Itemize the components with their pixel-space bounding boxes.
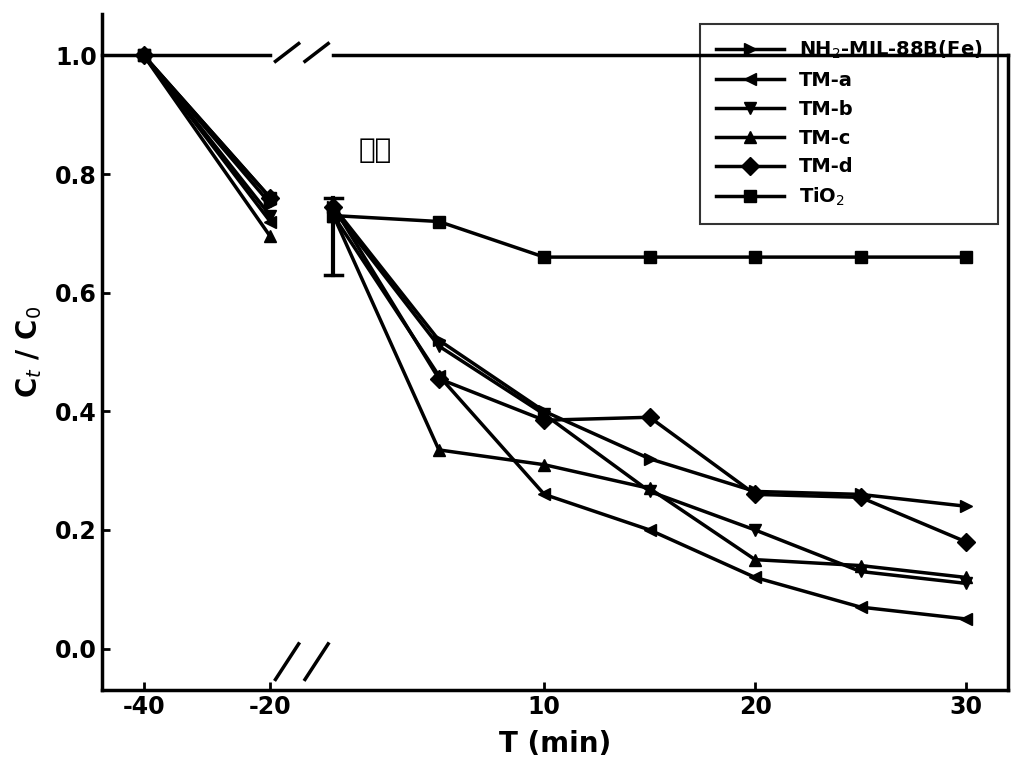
TM-a <box>432 371 445 381</box>
TM-b <box>960 579 972 588</box>
TiO$_2$ <box>539 252 551 262</box>
TM-c <box>644 484 656 493</box>
TM-c <box>539 460 551 469</box>
TiO$_2$ <box>432 217 445 226</box>
TiO$_2$ <box>644 252 656 262</box>
TM-a <box>644 525 656 534</box>
TM-c <box>749 555 761 564</box>
Line: TM-b: TM-b <box>327 203 972 590</box>
TM-a <box>854 602 867 611</box>
NH$_2$-MIL-88B(Fe) <box>644 454 656 463</box>
TiO$_2$ <box>749 252 761 262</box>
TM-c <box>432 445 445 455</box>
Bar <box>270 41 333 59</box>
TM-b <box>539 410 551 419</box>
TM-d <box>539 415 551 425</box>
NH$_2$-MIL-88B(Fe) <box>432 336 445 345</box>
Y-axis label: C$_t$ / C$_0$: C$_t$ / C$_0$ <box>14 306 44 398</box>
X-axis label: T (min): T (min) <box>499 730 611 758</box>
Text: 光照: 光照 <box>359 137 392 164</box>
TM-b <box>749 525 761 534</box>
NH$_2$-MIL-88B(Fe) <box>854 489 867 499</box>
TiO$_2$ <box>327 211 339 220</box>
Bar <box>270 648 333 681</box>
Legend: NH$_2$-MIL-88B(Fe), TM-a, TM-b, TM-c, TM-d, TiO$_2$: NH$_2$-MIL-88B(Fe), TM-a, TM-b, TM-c, TM… <box>700 24 998 224</box>
Line: NH$_2$-MIL-88B(Fe): NH$_2$-MIL-88B(Fe) <box>327 201 972 513</box>
TM-d <box>432 374 445 384</box>
Line: TM-d: TM-d <box>327 201 972 548</box>
TM-d <box>749 489 761 499</box>
TM-a <box>327 211 339 220</box>
TM-b <box>432 341 445 350</box>
Line: TM-a: TM-a <box>327 209 972 625</box>
TM-d <box>644 413 656 422</box>
NH$_2$-MIL-88B(Fe) <box>327 202 339 212</box>
TM-d <box>854 493 867 502</box>
NH$_2$-MIL-88B(Fe) <box>749 487 761 496</box>
TM-a <box>539 489 551 499</box>
TM-c <box>960 573 972 582</box>
TiO$_2$ <box>960 252 972 262</box>
TM-b <box>854 567 867 576</box>
TM-c <box>854 561 867 571</box>
TM-d <box>960 537 972 547</box>
TM-d <box>327 202 339 212</box>
TM-c <box>327 211 339 220</box>
Line: TiO$_2$: TiO$_2$ <box>327 209 972 263</box>
TM-b <box>644 487 656 496</box>
NH$_2$-MIL-88B(Fe) <box>960 502 972 511</box>
TM-b <box>327 205 339 215</box>
TiO$_2$ <box>854 252 867 262</box>
TM-a <box>960 615 972 624</box>
NH$_2$-MIL-88B(Fe) <box>539 407 551 416</box>
Line: TM-c: TM-c <box>327 209 972 584</box>
TM-a <box>749 573 761 582</box>
